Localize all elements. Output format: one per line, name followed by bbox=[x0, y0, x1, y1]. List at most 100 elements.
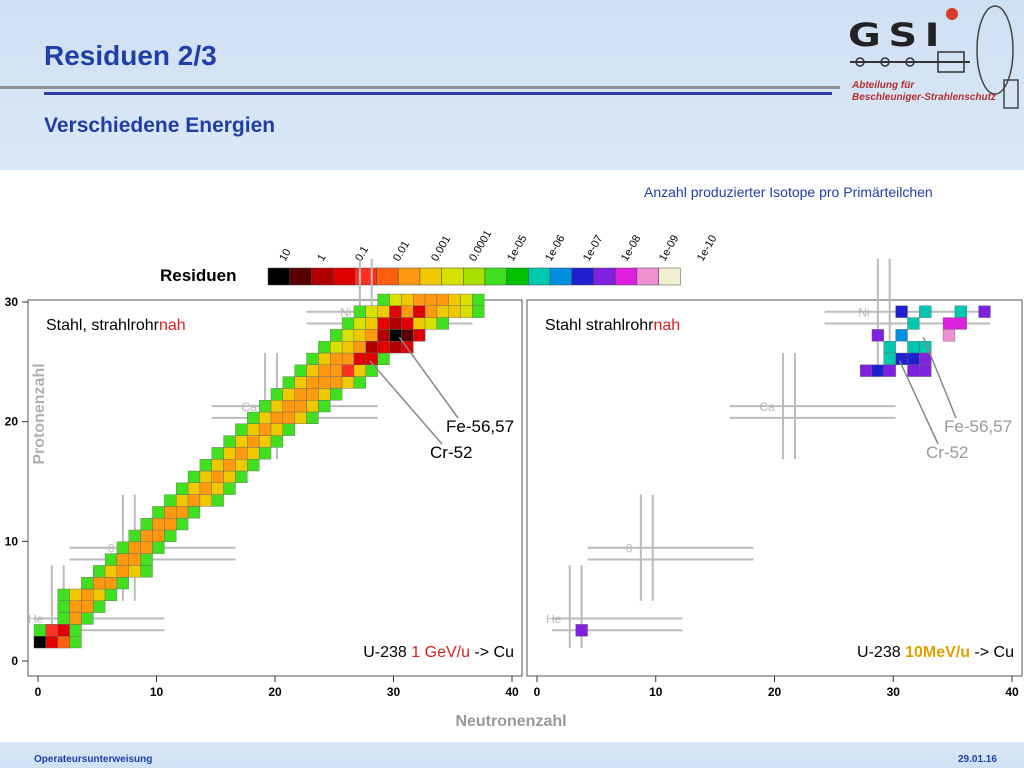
isotope-cell bbox=[907, 352, 920, 366]
element-label: Ni bbox=[858, 305, 869, 319]
legend-swatch bbox=[658, 267, 681, 286]
isotope-cell bbox=[104, 588, 118, 602]
legend-swatch bbox=[506, 267, 529, 286]
isotope-cell bbox=[57, 624, 70, 637]
isotope-cell bbox=[199, 470, 212, 484]
isotope-cell bbox=[306, 364, 319, 377]
isotope-cell bbox=[389, 329, 402, 342]
isotope-cell bbox=[223, 482, 236, 495]
isotope-cell bbox=[353, 376, 367, 389]
isotope-cell bbox=[306, 388, 319, 401]
footer-date: 29.01.16 bbox=[958, 754, 997, 765]
isotope-cell bbox=[330, 388, 343, 401]
isotope-cell bbox=[859, 364, 873, 377]
isotope-cell bbox=[954, 305, 967, 318]
x-tick-label: 0 bbox=[534, 685, 541, 699]
legend-swatch bbox=[441, 267, 464, 286]
legend-swatch bbox=[484, 267, 507, 286]
beam-label: U-238 1 GeV/u -> Cu bbox=[363, 644, 514, 661]
panel-label: Stahl, strahlrohrnah bbox=[46, 317, 186, 334]
isotope-cell bbox=[365, 341, 378, 354]
isotope-cell bbox=[164, 506, 177, 519]
isotope-cell bbox=[116, 577, 129, 590]
isotope-cell bbox=[353, 305, 367, 318]
isotope-cell bbox=[341, 352, 355, 366]
isotope-cell bbox=[330, 341, 343, 354]
isotope-cell bbox=[306, 400, 319, 413]
element-label: 0 bbox=[108, 541, 115, 555]
isotope-cell bbox=[69, 588, 82, 602]
gsi-logo-dot bbox=[946, 8, 958, 20]
x-tick-label: 40 bbox=[505, 685, 519, 699]
isotope-cell bbox=[199, 494, 212, 507]
isotope-annotation: Cr-52 bbox=[430, 443, 473, 462]
isotope-cell bbox=[57, 636, 70, 649]
legend-swatch bbox=[311, 267, 334, 286]
x-tick-label: 30 bbox=[387, 685, 401, 699]
legend-swatch bbox=[571, 267, 594, 286]
footer-background bbox=[0, 742, 1024, 768]
beam-target: -> Cu bbox=[470, 644, 514, 661]
isotope-cell bbox=[93, 565, 106, 578]
isotope-cell bbox=[353, 341, 367, 354]
beam-ion: U-238 bbox=[363, 644, 411, 661]
isotope-cell bbox=[140, 553, 153, 566]
isotope-cell bbox=[377, 317, 390, 330]
isotope-cell bbox=[472, 305, 485, 318]
isotope-cell bbox=[365, 364, 378, 377]
panel-frame bbox=[27, 299, 523, 677]
isotope-cell bbox=[448, 305, 461, 318]
isotope-cell bbox=[575, 624, 588, 637]
isotope-cell bbox=[223, 459, 236, 472]
isotope-cell bbox=[318, 400, 331, 413]
isotope-cell bbox=[424, 293, 438, 307]
isotope-annotation: Fe-56,57 bbox=[944, 417, 1012, 436]
isotope-cell bbox=[330, 329, 343, 342]
annotation-pointer bbox=[922, 336, 957, 419]
isotope-cell bbox=[93, 600, 106, 613]
isotope-cell bbox=[175, 518, 189, 531]
beam-label: U-238 10MeV/u -> Cu bbox=[857, 644, 1014, 661]
y-tick-label: 0 bbox=[11, 654, 18, 668]
isotope-cell bbox=[140, 541, 153, 554]
legend-title: Residuen bbox=[160, 266, 237, 285]
isotope-cell bbox=[377, 305, 390, 318]
isotope-cell bbox=[235, 423, 248, 436]
isotope-cell bbox=[377, 293, 390, 307]
isotope-cell bbox=[235, 435, 248, 448]
isotope-cell bbox=[401, 305, 414, 318]
isotope-cell bbox=[942, 329, 956, 342]
isotope-cell bbox=[365, 305, 378, 318]
isotope-cell bbox=[389, 317, 402, 330]
isotope-cell bbox=[211, 470, 224, 484]
x-tick-label: 10 bbox=[150, 685, 164, 699]
isotope-cell bbox=[247, 447, 260, 460]
isotope-cell bbox=[294, 400, 307, 413]
isotope-cell bbox=[282, 423, 295, 436]
isotope-cell bbox=[306, 352, 319, 366]
legend-swatch bbox=[267, 267, 290, 286]
isotope-cell bbox=[907, 317, 920, 330]
isotope-cell bbox=[436, 293, 449, 307]
isotope-cell bbox=[81, 577, 94, 590]
annotation-pointer bbox=[898, 360, 939, 445]
isotope-cell bbox=[270, 411, 284, 425]
legend-tick-label: 0.0001 bbox=[467, 228, 494, 263]
isotope-cell bbox=[365, 317, 378, 330]
isotope-cell bbox=[377, 352, 390, 366]
isotope-cell bbox=[389, 305, 402, 318]
isotope-cell bbox=[318, 388, 331, 401]
legend-swatch bbox=[397, 267, 421, 286]
x-axis-label: Neutronenzahl bbox=[455, 713, 566, 730]
isotope-cell bbox=[413, 293, 426, 307]
isotope-cell bbox=[140, 565, 153, 578]
isotope-cell bbox=[895, 329, 908, 342]
isotope-cell bbox=[57, 600, 70, 613]
panel-label-main: Stahl, strahlrohr bbox=[46, 317, 160, 334]
legend-tick-label: 0.001 bbox=[429, 234, 453, 264]
element-label: He bbox=[546, 612, 562, 626]
x-tick-label: 30 bbox=[887, 685, 901, 699]
y-axis-label: Protonenzahl bbox=[31, 363, 48, 464]
isotope-cell bbox=[883, 364, 896, 377]
isotope-cell bbox=[330, 376, 343, 389]
